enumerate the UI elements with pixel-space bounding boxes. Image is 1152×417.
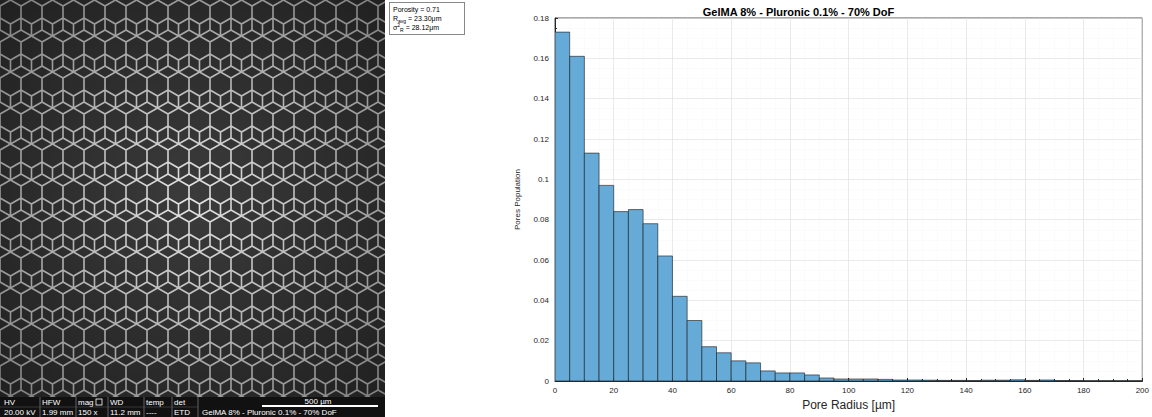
svg-text:0.06: 0.06 bbox=[533, 256, 549, 265]
svg-text:0.1: 0.1 bbox=[538, 175, 550, 184]
svg-text:HV: HV bbox=[4, 398, 16, 407]
svg-text:0.14: 0.14 bbox=[533, 94, 549, 103]
svg-text:80: 80 bbox=[785, 386, 794, 395]
svg-text:0.12: 0.12 bbox=[533, 135, 549, 144]
svg-text:150 x: 150 x bbox=[78, 408, 98, 417]
svg-text:0.04: 0.04 bbox=[533, 296, 549, 305]
svg-text:500 µm: 500 µm bbox=[305, 397, 332, 406]
svg-text:----: ---- bbox=[146, 408, 157, 417]
svg-text:0.08: 0.08 bbox=[533, 215, 549, 224]
svg-text:1.99 mm: 1.99 mm bbox=[42, 408, 73, 417]
svg-text:0: 0 bbox=[545, 377, 550, 386]
svg-text:HFW: HFW bbox=[42, 398, 61, 407]
svg-text:100: 100 bbox=[842, 386, 856, 395]
svg-text:WD: WD bbox=[110, 398, 124, 407]
svg-text:mag: mag bbox=[78, 398, 94, 407]
svg-text:160: 160 bbox=[1018, 386, 1032, 395]
svg-text:GelMA 8% - Pluronic 0.1% - 70%: GelMA 8% - Pluronic 0.1% - 70% DoF bbox=[703, 6, 895, 18]
svg-text:140: 140 bbox=[959, 386, 973, 395]
svg-text:GelMA 8% - Pluronic 0.1% - 70%: GelMA 8% - Pluronic 0.1% - 70% DoF bbox=[202, 408, 337, 417]
svg-text:Pores Population: Pores Population bbox=[513, 169, 522, 230]
svg-text:20.00 kV: 20.00 kV bbox=[4, 408, 36, 417]
svg-text:0.18: 0.18 bbox=[533, 14, 549, 23]
svg-text:180: 180 bbox=[1077, 386, 1091, 395]
svg-text:ETD: ETD bbox=[174, 408, 190, 417]
svg-text:200: 200 bbox=[1136, 386, 1150, 395]
html-text:Ravg= 23.30μm: Ravg= 23.30μm bbox=[393, 15, 442, 25]
svg-text:20: 20 bbox=[609, 386, 618, 395]
svg-text:0.02: 0.02 bbox=[533, 336, 549, 345]
svg-text:temp: temp bbox=[146, 398, 164, 407]
svg-text:40: 40 bbox=[668, 386, 677, 395]
svg-text:60: 60 bbox=[727, 386, 736, 395]
svg-text:11.2 mm: 11.2 mm bbox=[110, 408, 141, 417]
svg-text:Pore Radius [µm]: Pore Radius [µm] bbox=[802, 398, 895, 412]
html-text:R= 28.12μm: R= 28.12μm bbox=[400, 24, 440, 34]
svg-text:120: 120 bbox=[901, 386, 915, 395]
svg-text:0: 0 bbox=[553, 386, 558, 395]
svg-text:0.16: 0.16 bbox=[533, 54, 549, 63]
svg-text:det: det bbox=[174, 398, 186, 407]
html-text:σ2: σ2 bbox=[393, 21, 401, 31]
html-text:Porosity = 0.71: Porosity = 0.71 bbox=[393, 6, 440, 13]
